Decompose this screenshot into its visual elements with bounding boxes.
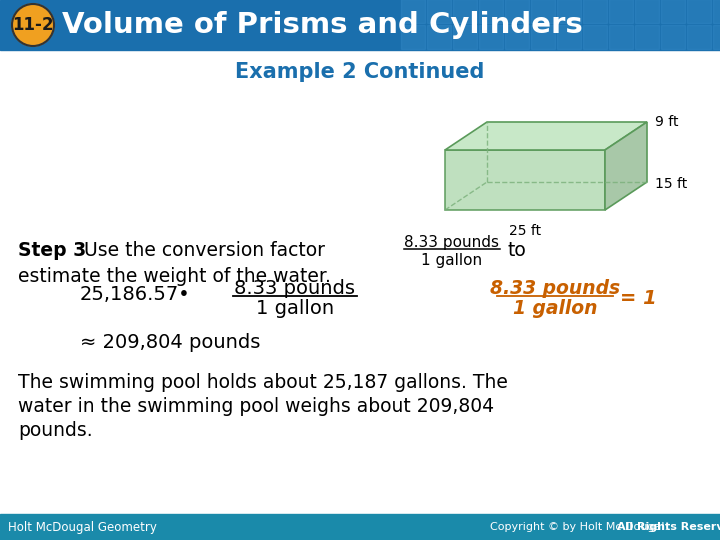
Bar	[687, 25, 711, 49]
Bar	[557, 0, 581, 23]
Bar	[583, 0, 607, 23]
Bar	[609, 0, 633, 23]
Text: Step 3: Step 3	[18, 240, 86, 260]
Bar	[609, 25, 633, 49]
Bar	[479, 25, 503, 49]
Text: 15 ft: 15 ft	[655, 177, 688, 191]
Text: 25,186.57•: 25,186.57•	[80, 286, 191, 305]
Bar	[635, 0, 659, 23]
Text: = 1: = 1	[620, 288, 657, 307]
Text: 9 ft: 9 ft	[655, 115, 678, 129]
Text: Copyright © by Holt Mc Dougal.: Copyright © by Holt Mc Dougal.	[490, 522, 672, 532]
Bar	[479, 0, 503, 23]
Text: 8.33 pounds: 8.33 pounds	[235, 280, 356, 299]
Text: estimate the weight of the water.: estimate the weight of the water.	[18, 267, 331, 286]
Bar	[0, 0, 720, 50]
Text: to: to	[508, 240, 527, 260]
Bar	[713, 25, 720, 49]
Bar	[0, 514, 720, 540]
Polygon shape	[605, 122, 647, 210]
Text: pounds.: pounds.	[18, 421, 93, 440]
Bar	[453, 0, 477, 23]
Text: 11-2: 11-2	[12, 16, 54, 34]
Text: Example 2 Continued: Example 2 Continued	[235, 62, 485, 82]
Text: 1 gallon: 1 gallon	[513, 299, 598, 318]
Text: Holt McDougal Geometry: Holt McDougal Geometry	[8, 521, 157, 534]
Polygon shape	[445, 122, 647, 150]
Bar	[531, 25, 555, 49]
Text: 1 gallon: 1 gallon	[256, 299, 334, 318]
Text: 25 ft: 25 ft	[509, 224, 541, 238]
Bar	[583, 25, 607, 49]
Bar	[661, 25, 685, 49]
Bar	[687, 0, 711, 23]
Text: 8.33 pounds: 8.33 pounds	[490, 280, 620, 299]
Bar	[713, 0, 720, 23]
Text: 1 gallon: 1 gallon	[421, 253, 482, 267]
Polygon shape	[445, 150, 605, 210]
Text: 8.33 pounds: 8.33 pounds	[405, 234, 500, 249]
Bar	[635, 25, 659, 49]
Bar	[401, 25, 425, 49]
Text: Use the conversion factor: Use the conversion factor	[78, 240, 325, 260]
Bar	[505, 25, 529, 49]
Bar	[427, 25, 451, 49]
Text: Volume of Prisms and Cylinders: Volume of Prisms and Cylinders	[62, 11, 582, 39]
Text: The swimming pool holds about 25,187 gallons. The: The swimming pool holds about 25,187 gal…	[18, 373, 508, 392]
Bar	[453, 25, 477, 49]
Circle shape	[12, 4, 54, 46]
Bar	[661, 0, 685, 23]
Text: water in the swimming pool weighs about 209,804: water in the swimming pool weighs about …	[18, 396, 494, 415]
Bar	[557, 25, 581, 49]
Bar	[505, 0, 529, 23]
Bar	[531, 0, 555, 23]
Bar	[401, 0, 425, 23]
Text: All Rights Reserved.: All Rights Reserved.	[617, 522, 720, 532]
Text: ≈ 209,804 pounds: ≈ 209,804 pounds	[80, 334, 261, 353]
Bar	[427, 0, 451, 23]
